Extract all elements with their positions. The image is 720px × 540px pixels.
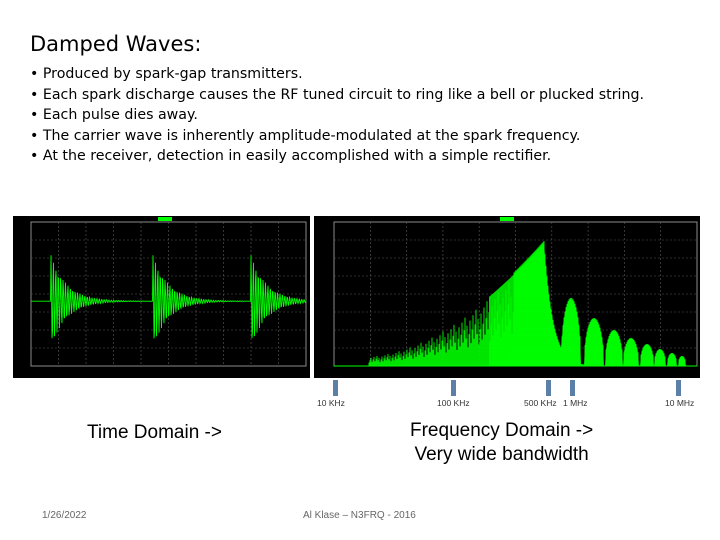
frequency-caption-line1: Frequency Domain -> bbox=[410, 420, 594, 441]
bullet-list: • Produced by spark-gap transmitters. • … bbox=[30, 64, 644, 167]
spectrum-envelope-fill bbox=[489, 243, 697, 366]
time-trace-label-marker bbox=[158, 217, 172, 221]
bullet-item: • At the receiver, detection in easily a… bbox=[30, 148, 552, 164]
bullet-item: • The carrier wave is inherently amplitu… bbox=[30, 127, 581, 144]
frequency-domain-plot bbox=[314, 216, 700, 378]
freq-label-10mhz: 10 MHz bbox=[665, 398, 695, 408]
bullet-item: • Each pulse dies away. bbox=[30, 107, 198, 123]
damped-wave-trace bbox=[31, 255, 307, 339]
bullet-item: • Each spark discharge causes the RF tun… bbox=[30, 86, 644, 103]
marker-100khz bbox=[451, 380, 456, 396]
footer-date: 1/26/2022 bbox=[42, 510, 87, 521]
slide-title: Damped Waves: bbox=[30, 32, 202, 56]
time-domain-plot-image bbox=[30, 217, 307, 367]
freq-label-1mhz: 1 MHz bbox=[563, 398, 588, 408]
time-domain-plot bbox=[13, 216, 310, 378]
marker-10khz bbox=[333, 380, 338, 396]
footer-author: Al Klase – N3FRQ - 2016 bbox=[303, 510, 416, 521]
freq-label-100khz: 100 KHz bbox=[437, 398, 470, 408]
frequency-trace-label-marker bbox=[500, 217, 514, 221]
frequency-caption-line2: Very wide bandwidth bbox=[414, 444, 589, 465]
time-domain-caption: Time Domain -> bbox=[87, 422, 222, 443]
marker-500khz bbox=[546, 380, 551, 396]
bullet-item: • Produced by spark-gap transmitters. bbox=[30, 66, 303, 82]
frequency-domain-plot-image bbox=[333, 217, 698, 367]
freq-label-10khz: 10 KHz bbox=[317, 398, 345, 408]
marker-10mhz bbox=[676, 380, 681, 396]
frequency-domain-caption: Frequency Domain -> Very wide bandwidth bbox=[410, 419, 593, 467]
freq-label-500khz: 500 KHz bbox=[524, 398, 557, 408]
marker-1mhz bbox=[570, 380, 575, 396]
